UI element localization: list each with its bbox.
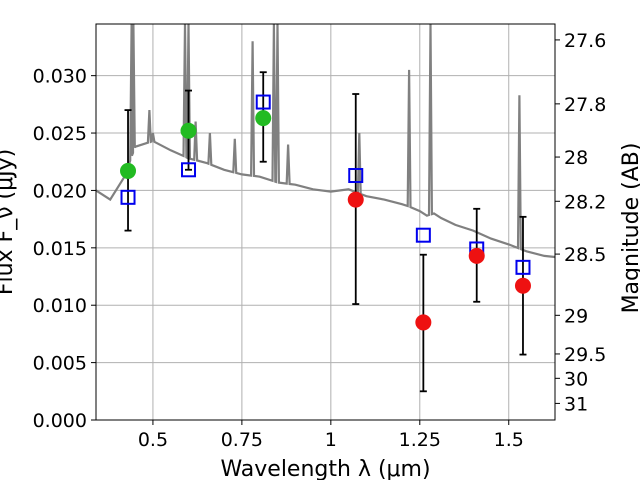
grid bbox=[96, 24, 555, 421]
right-tick-label: 29.5 bbox=[564, 344, 606, 366]
right-tick-label: 28.2 bbox=[564, 191, 606, 213]
model-point bbox=[348, 168, 364, 184]
model-point bbox=[255, 94, 271, 110]
right-axis-label: Magnitude (AB) bbox=[619, 143, 640, 314]
detected-point bbox=[180, 122, 197, 139]
right-tick-label: 27.8 bbox=[564, 94, 606, 116]
right-tick-label: 29 bbox=[564, 305, 588, 327]
y-tick-label: 0.030 bbox=[33, 66, 87, 88]
spectrum-series bbox=[96, 24, 555, 259]
detected-point bbox=[120, 162, 137, 179]
y-axis-label: Flux F_ν (μJy) bbox=[0, 149, 18, 295]
right-tick-label: 31 bbox=[564, 393, 588, 415]
data-points bbox=[120, 94, 531, 331]
x-axis-label: Wavelength λ (μm) bbox=[220, 457, 430, 480]
red-point bbox=[347, 191, 364, 208]
model-point bbox=[515, 259, 531, 275]
red-point bbox=[415, 314, 432, 331]
y-tick-label: 0.015 bbox=[33, 238, 87, 260]
x-tick-label: 1.5 bbox=[494, 429, 524, 451]
spectrum-line bbox=[96, 24, 555, 259]
y-tick-label: 0.010 bbox=[33, 295, 87, 317]
red-point bbox=[468, 247, 485, 264]
x-tick-label: 0.75 bbox=[221, 429, 263, 451]
y-tick-label: 0.020 bbox=[33, 180, 87, 202]
axes: 0.5 0.75 1 1.25 1.5 0.000 0.005 0.010 0.015 0.020… bbox=[33, 30, 607, 451]
right-tick-label: 28.5 bbox=[564, 244, 606, 266]
y-tick-label: 0.005 bbox=[33, 353, 87, 375]
right-tick-label: 27.6 bbox=[564, 30, 606, 52]
model-point bbox=[120, 189, 136, 205]
y-tick-label: 0.025 bbox=[33, 123, 87, 145]
right-tick-label: 28 bbox=[564, 147, 588, 169]
model-point bbox=[415, 227, 431, 243]
x-tick-label: 1.25 bbox=[399, 429, 441, 451]
y-tick-label: 0.000 bbox=[33, 410, 87, 432]
detected-point bbox=[255, 110, 272, 127]
right-tick-label: 30 bbox=[564, 368, 588, 390]
x-tick-label: 0.5 bbox=[138, 429, 168, 451]
red-point bbox=[514, 277, 531, 294]
model-point bbox=[181, 162, 197, 178]
plot-frame bbox=[95, 23, 556, 421]
x-tick-label: 1 bbox=[325, 429, 337, 451]
